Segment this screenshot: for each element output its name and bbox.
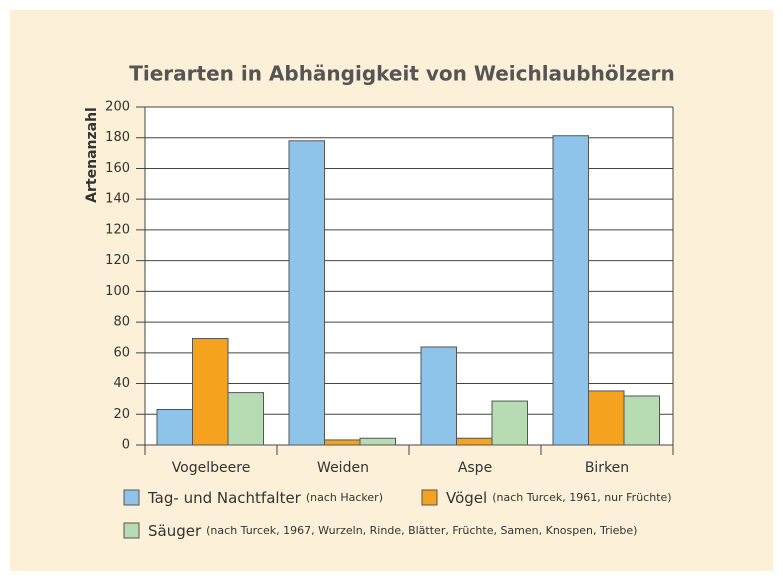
bar [324, 439, 361, 446]
x-tick-label: Vogelbeere [172, 460, 251, 476]
bar [552, 135, 589, 446]
legend-note: (nach Turcek, 1967, Wurzeln, Rinde, Blät… [206, 524, 637, 537]
bar [623, 395, 660, 446]
legend-label: Säuger (nach Turcek, 1967, Wurzeln, Rinde… [148, 522, 637, 540]
x-tick-label: Aspe [458, 460, 492, 476]
y-tick-label: 100 [105, 284, 130, 299]
legend-label: Tag- und Nachtfalter (nach Hacker) [147, 489, 383, 507]
y-tick-label: 60 [113, 345, 130, 360]
legend-swatch [123, 489, 140, 506]
bar [359, 437, 396, 446]
legend-name: Säuger [148, 522, 202, 540]
y-tick-label: 40 [113, 376, 130, 391]
chart-title: Tierarten in Abhängigkeit von Weichlaubh… [129, 62, 675, 86]
bar [227, 392, 264, 446]
legend-label: Vögel (nach Turcek, 1961, nur Früchte) [446, 489, 672, 507]
y-axis-label: Artenanzahl [84, 107, 100, 203]
x-tick-label: Birken [585, 460, 629, 476]
bar [491, 400, 528, 446]
legend-note: (nach Turcek, 1961, nur Früchte) [492, 491, 671, 504]
y-tick-label: 80 [113, 315, 130, 330]
legend-swatch [421, 489, 438, 506]
y-tick-label: 120 [105, 253, 130, 268]
bar [588, 390, 625, 446]
legend-note: (nach Hacker) [306, 491, 383, 504]
legend-name: Vögel [446, 489, 487, 507]
legend-name: Tag- und Nachtfalter [147, 489, 302, 507]
y-tick-label: 200 [105, 100, 130, 115]
y-tick-label: 180 [105, 130, 130, 145]
bar [156, 409, 193, 446]
bar [456, 437, 493, 446]
x-tick-label: Weiden [317, 460, 369, 476]
y-tick-label: 0 [122, 438, 130, 453]
bar [420, 346, 457, 446]
y-tick-label: 120 [105, 222, 130, 237]
y-tick-label: 140 [105, 192, 130, 207]
legend-swatch [123, 522, 140, 539]
y-tick-label: 20 [113, 407, 130, 422]
bar [192, 338, 229, 446]
bar [288, 140, 325, 446]
y-tick-label: 160 [105, 161, 130, 176]
